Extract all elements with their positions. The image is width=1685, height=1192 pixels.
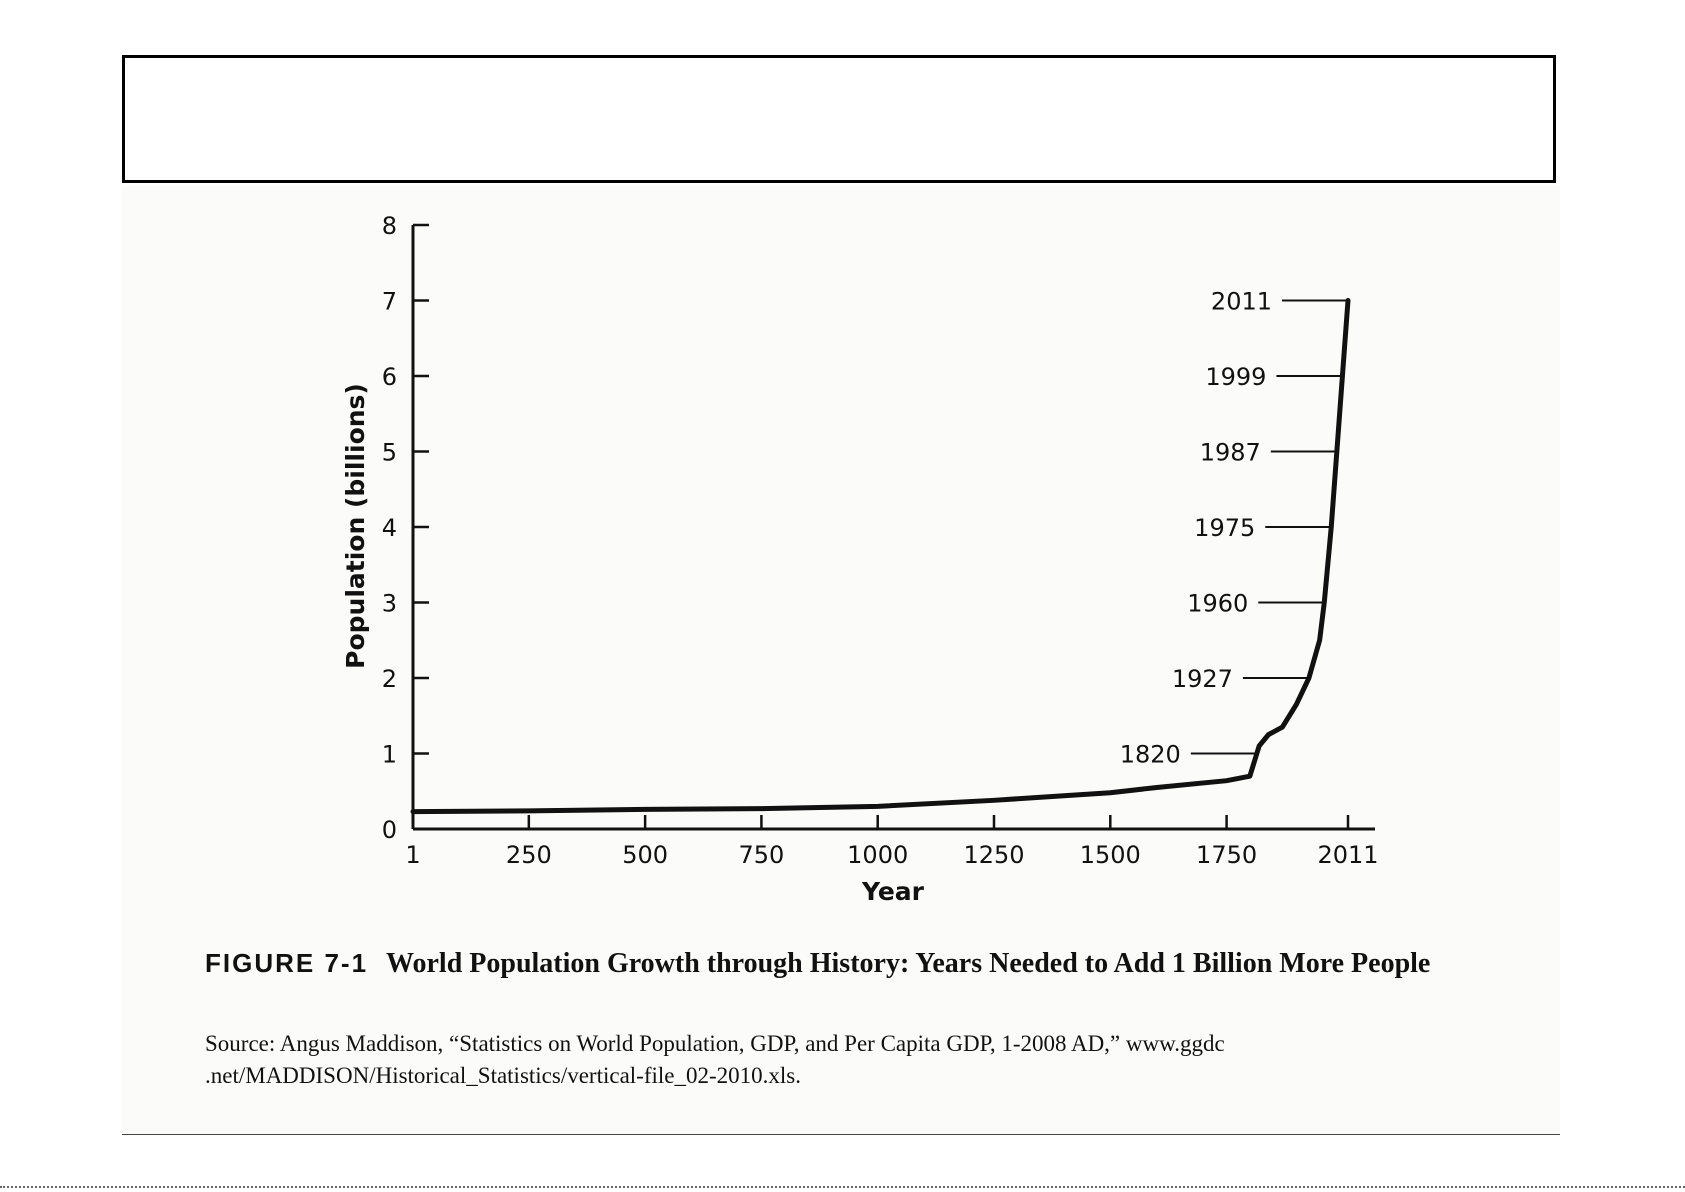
figure-source: Source: Angus Maddison, “Statistics on W… [205, 1031, 1225, 1088]
x-tick-label: 1750 [1196, 841, 1257, 869]
x-tick-label: 500 [622, 841, 668, 869]
annotation-label: 1999 [1205, 363, 1266, 391]
y-tick-label: 4 [382, 514, 397, 542]
y-tick-label: 7 [382, 288, 397, 316]
annotation-label: 1820 [1120, 741, 1181, 769]
y-tick-label: 2 [382, 665, 397, 693]
annotation-label: 1987 [1200, 439, 1261, 467]
y-tick-label: 0 [382, 816, 397, 844]
figure-number: FIGURE 7-1 [205, 948, 369, 978]
x-tick-label: 1000 [847, 841, 908, 869]
y-tick-label: 8 [382, 212, 397, 240]
y-tick-label: 6 [382, 363, 397, 391]
figure-panel [122, 186, 1560, 1134]
x-tick-label: 2011 [1317, 841, 1378, 869]
x-tick-label: 1250 [963, 841, 1024, 869]
y-axis-title: Population (billions) [341, 383, 370, 669]
y-tick-label: 5 [382, 439, 397, 467]
annotation-label: 2011 [1211, 288, 1272, 316]
y-tick-label: 3 [382, 590, 397, 618]
annotation-label: 1927 [1172, 665, 1233, 693]
figure-caption: FIGURE 7-1 World Population Growth throug… [205, 943, 1505, 984]
y-tick-label: 1 [382, 741, 397, 769]
x-tick-label: 750 [739, 841, 785, 869]
x-axis-title: Year [861, 877, 925, 906]
annotation-label: 1960 [1187, 590, 1248, 618]
year-annotations: 1820 1927 1960 1975 1987 1999 2011 [1120, 288, 1346, 769]
x-tick-label: 1 [405, 841, 420, 869]
bottom-rule [122, 1134, 1560, 1135]
slide-title-box [122, 55, 1556, 183]
dotted-rule [0, 1186, 1685, 1188]
x-tick-label: 250 [506, 841, 552, 869]
x-tick-label: 1500 [1080, 841, 1141, 869]
population-line [410, 298, 1351, 815]
y-axis-ticks: 0 1 2 3 4 5 6 7 8 [382, 212, 429, 844]
figure-title: World Population Growth through History:… [386, 948, 1431, 979]
annotation-label: 1975 [1194, 514, 1255, 542]
x-axis-ticks: 1 250 500 750 1000 1250 1500 1750 2011 [405, 815, 1379, 869]
